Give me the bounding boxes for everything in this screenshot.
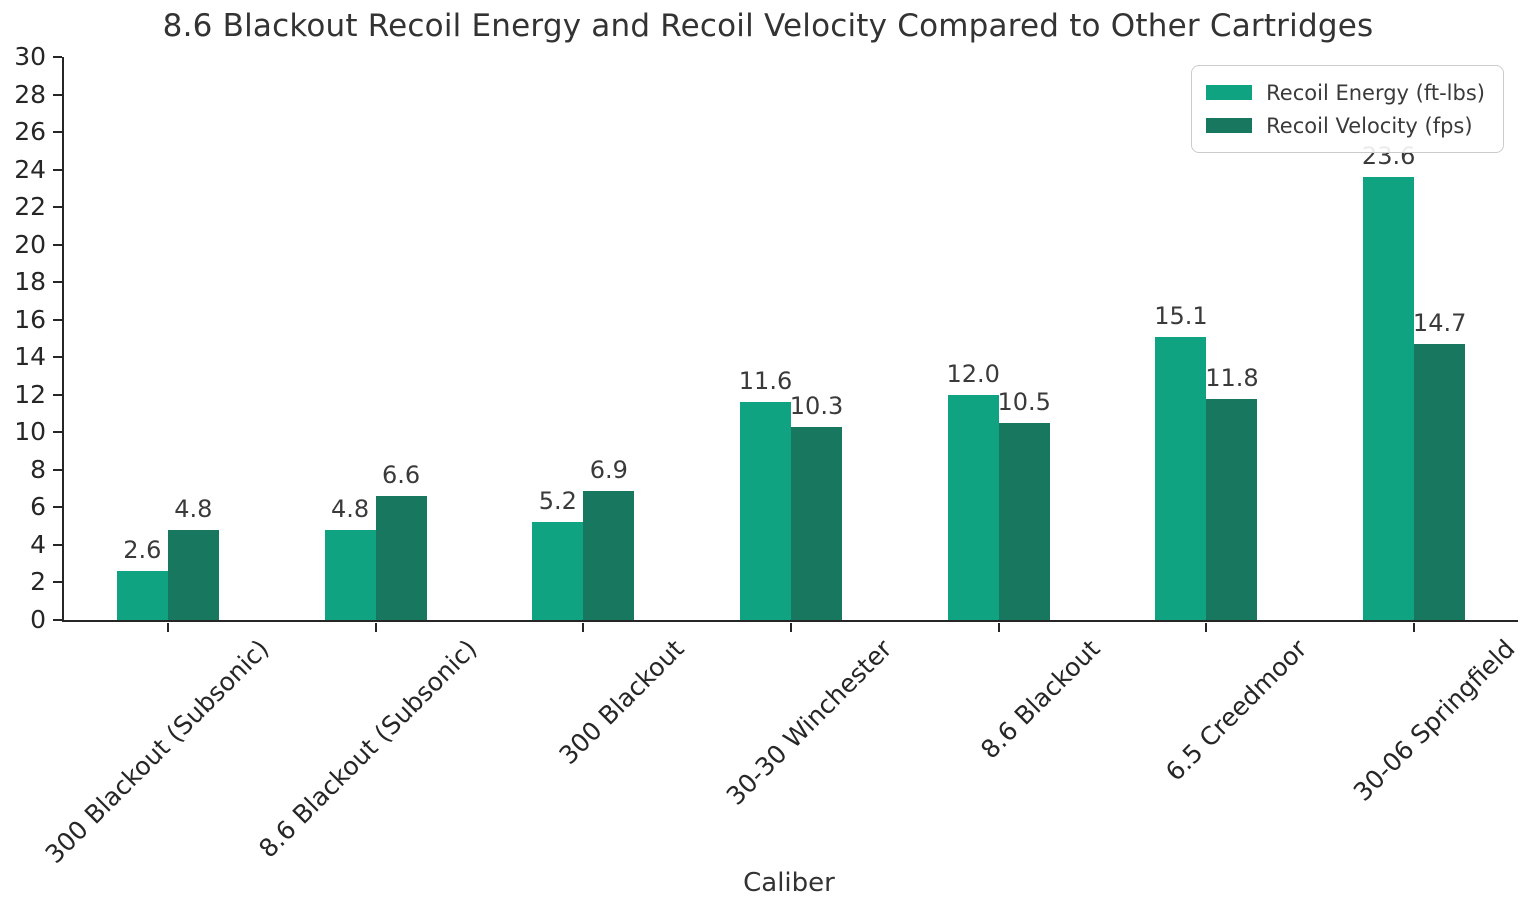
- x-category-label: 30-06 Springfield: [1347, 634, 1521, 807]
- bar-value-label: 4.8: [174, 494, 213, 523]
- legend: Recoil Energy (ft-lbs) Recoil Velocity (…: [1191, 65, 1504, 153]
- x-tick-mark: [997, 623, 1000, 632]
- y-tick-mark: [53, 506, 62, 509]
- bar-value-label: 15.1: [1154, 301, 1208, 330]
- x-tick-mark: [1205, 623, 1208, 632]
- bar-value-label: 5.2: [538, 487, 577, 516]
- bar-energy: [532, 522, 584, 620]
- y-tick-mark: [53, 168, 62, 171]
- y-tick-label: 2: [30, 567, 46, 597]
- y-tick-label: 28: [14, 79, 46, 109]
- bar-value-label: 10.3: [789, 391, 844, 420]
- legend-item-recoil-energy: Recoil Energy (ft-lbs): [1206, 76, 1485, 109]
- y-tick-mark: [53, 431, 62, 434]
- y-tick-mark: [53, 543, 62, 546]
- bar-value-label: 2.6: [123, 536, 162, 565]
- x-tick-mark: [582, 623, 585, 632]
- bar-value-label: 6.9: [589, 455, 628, 484]
- bar-velocity: [167, 529, 219, 620]
- bar-velocity: [1206, 398, 1258, 620]
- x-category-label: 300 Blackout: [553, 634, 690, 771]
- y-tick-mark: [53, 56, 62, 58]
- y-tick-label: 12: [14, 379, 46, 409]
- bar-energy: [740, 402, 791, 620]
- bar-velocity: [1414, 344, 1466, 620]
- bar-value-label: 4.8: [330, 494, 370, 523]
- x-category-label: 8.6 Blackout (Subsonic): [252, 634, 483, 864]
- x-tick-mark: [790, 623, 792, 632]
- bar-energy: [1155, 336, 1207, 620]
- legend-label-recoil-energy: Recoil Energy (ft-lbs): [1266, 80, 1485, 105]
- x-axis-title: Caliber: [743, 868, 835, 898]
- y-tick-label: 0: [30, 605, 46, 634]
- bar-value-label: 6.6: [381, 461, 421, 490]
- bar-value-label: 11.6: [738, 367, 793, 396]
- legend-item-recoil-velocity: Recoil Velocity (fps): [1206, 109, 1485, 142]
- bar-value-label: 14.7: [1412, 309, 1467, 338]
- y-tick-mark: [53, 206, 62, 209]
- y-tick-mark: [53, 393, 62, 396]
- y-tick-label: 4: [30, 529, 46, 559]
- bar-energy: [947, 394, 999, 620]
- x-category-label: 8.6 Blackout: [974, 634, 1106, 765]
- y-tick-mark: [53, 131, 62, 134]
- y-tick-label: 14: [14, 342, 46, 372]
- x-category-label: 300 Blackout (Subsonic): [39, 634, 275, 869]
- legend-swatch-recoil-energy: [1206, 85, 1253, 100]
- x-tick-mark: [374, 623, 377, 632]
- bar-energy: [324, 529, 376, 620]
- bar-value-label: 12.0: [946, 359, 1000, 388]
- x-category-label: 30-30 Winchester: [720, 634, 898, 811]
- y-tick-mark: [53, 93, 62, 96]
- legend-swatch-recoil-velocity: [1206, 118, 1253, 133]
- y-tick-mark: [53, 318, 62, 321]
- bar-velocity: [375, 496, 427, 620]
- y-tick-label: 6: [30, 492, 46, 522]
- bar-velocity: [998, 422, 1050, 620]
- y-tick-label: 22: [14, 192, 46, 222]
- bar-value-label: 10.5: [997, 387, 1051, 416]
- y-tick-label: 10: [14, 417, 46, 447]
- y-tick-label: 20: [14, 229, 46, 259]
- bar-value-label: 11.8: [1205, 363, 1259, 392]
- y-tick-mark: [53, 468, 62, 471]
- bar-energy: [116, 571, 168, 620]
- y-tick-label: 26: [14, 117, 46, 147]
- y-tick-mark: [53, 581, 62, 584]
- y-tick-label: 18: [14, 267, 46, 297]
- y-tick-mark: [53, 356, 62, 359]
- x-tick-mark: [166, 623, 169, 632]
- y-tick-label: 8: [30, 454, 46, 484]
- bar-velocity: [583, 490, 635, 620]
- y-tick-label: 24: [14, 154, 46, 184]
- y-tick-mark: [53, 619, 62, 621]
- chart-title: 8.6 Blackout Recoil Energy and Recoil Ve…: [162, 8, 1374, 44]
- bar-velocity: [791, 426, 842, 620]
- y-tick-mark: [53, 243, 62, 246]
- plot-area: 0 2 4 6 8 10 12 14 16 18 20 22 24 26 28 30 2.6 4.8 4.8 6.6…: [14, 44, 1520, 869]
- y-tick-mark: [53, 281, 62, 284]
- legend-label-recoil-velocity: Recoil Velocity (fps): [1266, 113, 1473, 138]
- bar-energy: [1363, 177, 1415, 620]
- y-tick-label: 16: [14, 304, 46, 334]
- x-category-label: 6.5 Creedmoor: [1160, 634, 1313, 787]
- x-tick-mark: [1413, 623, 1416, 632]
- y-tick-label: 30: [14, 42, 46, 71]
